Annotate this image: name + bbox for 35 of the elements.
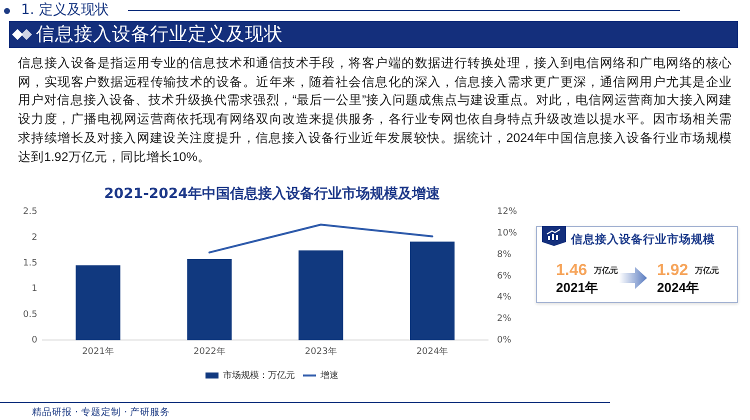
y2-tick-label: 2% [496, 314, 512, 324]
text: 万亿元 [594, 266, 618, 276]
text: 信息接入设备行业市场规模 [571, 232, 715, 247]
text: 1.92 [657, 262, 688, 280]
y2-tick-label: 6% [496, 271, 512, 282]
legend-label: 增速 [320, 370, 338, 381]
x-tick-label: 2023年 [304, 346, 337, 357]
x-tick-label: 2024年 [416, 346, 448, 357]
y2-tick-label: 12% [496, 207, 518, 218]
text: 万亿元 [695, 266, 719, 276]
y2-tick-label: 10% [496, 228, 518, 239]
y2-tick-label: 4% [496, 292, 512, 303]
chart-title: 2021-2024年中国信息接入设备行业市场规模及增速 [104, 185, 441, 202]
bar [187, 259, 232, 340]
bar [298, 250, 344, 340]
y-tick-label: 2.5 [22, 207, 38, 218]
y-tick-label: 1.5 [22, 258, 38, 269]
text: 信息接入设备行业定义及现状 [36, 23, 283, 47]
y-tick-label: 0 [32, 336, 38, 346]
y-tick-label: 2 [32, 232, 38, 243]
bar [410, 242, 455, 340]
legend-label: 市场规模：万亿元 [223, 370, 295, 381]
x-tick-label: 2022年 [193, 346, 226, 357]
y-tick-label: 0.5 [22, 310, 38, 320]
text: 2024年 [657, 280, 699, 296]
y-tick-label: 1 [32, 284, 38, 294]
text: 1.46 [556, 262, 588, 280]
text: 信息接入设备是指运用专业的信息技术和通信技术手段，将客户端的数据进行转换处理，接入到电信网络和广电网络的核心网，实现客户数据远程传输技术的设备。近年来，随着社会信息化的深入，信息接入需求更广更深，通信网用户尤其是企业用户对信息接入设备、技术升级换代需求强烈，“最后一公里”接入问题成焦点与建设重点。对此，电信网运营商加大接入网建设力度，广播电视网运营商依托现有网络双向改造来提供服务，各行业专网也依自身特点升级改造以提水平。因市场相关需求持续增长及对接入网建设关注度提升，信息接入设备行业近年发展较快。据统计，2024年中国信息接入设备行业市场规模达到1.92万亿元，同比增长10%。 [18, 55, 732, 166]
y2-tick-label: 8% [496, 250, 512, 260]
text: 精品研报 · 专题定制 · 产研服务 [32, 407, 170, 419]
text: 1. 定义及现状 [21, 2, 109, 19]
x-tick-label: 2021年 [82, 346, 114, 357]
text: 2021年 [556, 280, 598, 296]
y2-tick-label: 0% [496, 336, 512, 346]
bar [76, 265, 120, 340]
